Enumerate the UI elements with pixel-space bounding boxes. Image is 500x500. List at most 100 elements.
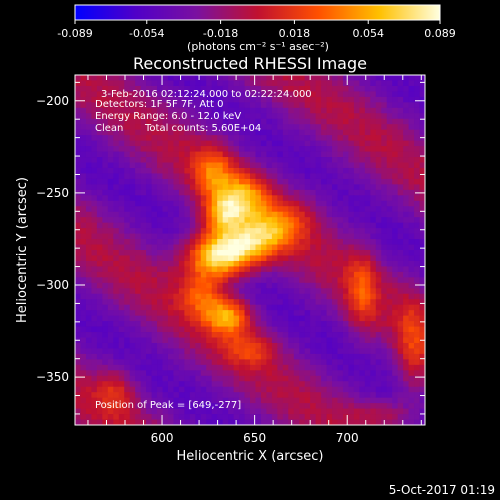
heatmap-cell xyxy=(80,414,87,420)
heatmap-cell xyxy=(107,342,114,349)
heatmap-cell xyxy=(304,118,311,125)
heatmap-cell xyxy=(299,113,306,120)
heatmap-cell xyxy=(135,255,142,262)
heatmap-cell xyxy=(293,162,300,169)
heatmap-cell xyxy=(151,337,158,344)
heatmap-cell xyxy=(310,228,317,234)
heatmap-cell xyxy=(75,271,81,278)
heatmap-cell xyxy=(359,233,366,240)
heatmap-cell xyxy=(271,91,278,98)
heatmap-cell xyxy=(271,332,278,338)
heatmap-cell xyxy=(91,315,98,322)
heatmap-cell xyxy=(135,364,142,371)
heatmap-cell xyxy=(315,233,322,240)
heatmap-cell xyxy=(244,403,251,409)
heatmap-cell xyxy=(419,359,425,366)
heatmap-cell xyxy=(151,211,158,218)
heatmap-cell xyxy=(359,184,366,191)
heatmap-cell xyxy=(386,419,393,425)
heatmap-cell xyxy=(397,91,404,98)
heatmap-cell xyxy=(135,408,142,415)
heatmap-cell xyxy=(233,288,240,295)
heatmap-cell xyxy=(375,419,382,425)
heatmap-cell xyxy=(304,392,311,399)
heatmap-cell xyxy=(80,353,87,360)
heatmap-cell xyxy=(85,135,92,142)
heatmap-cell xyxy=(91,157,98,163)
heatmap-cell xyxy=(288,167,295,174)
heatmap-cell xyxy=(397,277,404,284)
heatmap-cell xyxy=(206,85,213,92)
heatmap-cell xyxy=(359,310,366,317)
heatmap-cell xyxy=(239,102,245,109)
heatmap-cell xyxy=(211,162,218,169)
heatmap-cell xyxy=(244,419,251,425)
heatmap-cell xyxy=(250,403,256,409)
heatmap-cell xyxy=(342,75,349,81)
heatmap-cell xyxy=(151,75,158,81)
heatmap-cell xyxy=(146,200,152,207)
heatmap-cell xyxy=(195,146,202,152)
heatmap-cell xyxy=(288,310,295,317)
heatmap-cell xyxy=(189,217,196,224)
heatmap-cell xyxy=(228,200,234,207)
heatmap-cell xyxy=(113,228,120,234)
heatmap-cell xyxy=(271,228,278,234)
heatmap-cell xyxy=(326,85,333,92)
heatmap-cell xyxy=(118,233,125,240)
heatmap-cell xyxy=(124,200,131,207)
heatmap-cell xyxy=(408,271,415,278)
heatmap-cell xyxy=(381,310,388,317)
heatmap-cell xyxy=(359,381,366,388)
heatmap-cell xyxy=(102,173,109,180)
heatmap-cell xyxy=(342,315,349,322)
heatmap-cell xyxy=(200,102,207,109)
heatmap-cell xyxy=(75,129,81,136)
heatmap-cell xyxy=(304,167,311,174)
heatmap-cell xyxy=(386,359,393,366)
heatmap-cell xyxy=(206,392,213,399)
heatmap-cell xyxy=(151,107,158,114)
heatmap-cell xyxy=(414,178,420,185)
heatmap-cell xyxy=(124,255,131,262)
heatmap-cell xyxy=(228,271,234,278)
heatmap-cell xyxy=(326,189,333,196)
heatmap-cell xyxy=(129,75,136,81)
heatmap-cell xyxy=(124,282,131,289)
heatmap-cell xyxy=(315,282,322,289)
heatmap-cell xyxy=(167,337,174,344)
heatmap-cell xyxy=(228,392,234,399)
heatmap-cell xyxy=(228,140,234,147)
heatmap-cell xyxy=(282,419,289,425)
heatmap-cell xyxy=(386,75,393,81)
heatmap-cell xyxy=(228,129,234,136)
heatmap-cell xyxy=(91,233,98,240)
heatmap-cell xyxy=(299,178,306,185)
heatmap-cell xyxy=(293,157,300,163)
heatmap-cell xyxy=(364,419,371,425)
heatmap-cell xyxy=(299,217,306,224)
heatmap-cell xyxy=(146,321,152,327)
heatmap-cell xyxy=(419,96,425,103)
heatmap-cell xyxy=(189,96,196,103)
heatmap-cell xyxy=(85,157,92,163)
heatmap-cell xyxy=(129,200,136,207)
heatmap-cell xyxy=(277,146,284,152)
heatmap-cell xyxy=(107,419,114,425)
heatmap-cell xyxy=(392,167,399,174)
heatmap-cell xyxy=(135,370,142,377)
heatmap-cell xyxy=(375,364,382,371)
heatmap-cell xyxy=(348,173,355,180)
heatmap-cell xyxy=(206,364,213,371)
heatmap-cell xyxy=(124,392,131,399)
heatmap-cell xyxy=(337,113,344,120)
heatmap-cell xyxy=(375,359,382,366)
heatmap-cell xyxy=(184,211,191,218)
heatmap-cell xyxy=(222,184,229,191)
heatmap-cell xyxy=(173,260,180,267)
heatmap-cell xyxy=(321,299,327,306)
heatmap-cell xyxy=(288,375,295,382)
heatmap-cell xyxy=(370,107,377,114)
heatmap-cell xyxy=(375,91,382,98)
heatmap-cell xyxy=(266,124,273,131)
